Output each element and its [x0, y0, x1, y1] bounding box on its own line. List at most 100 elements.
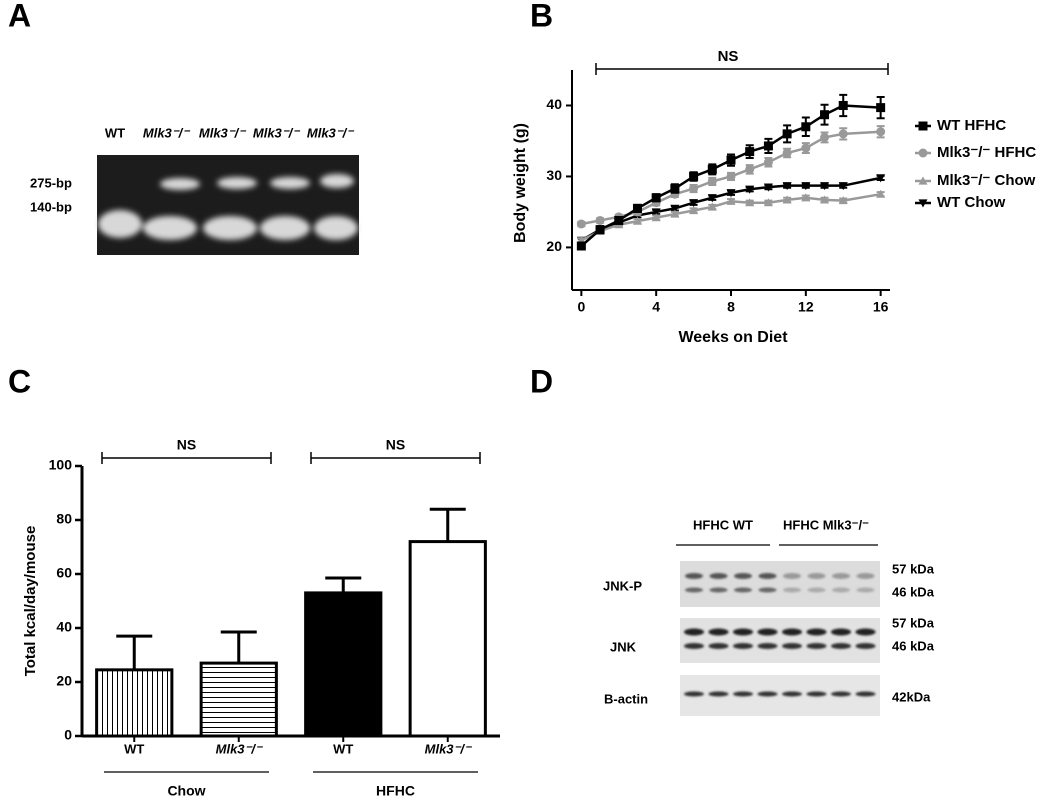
blot-image	[680, 561, 880, 716]
data-point	[801, 193, 811, 202]
y-tick-label: 30	[546, 167, 562, 183]
data-point	[820, 132, 830, 142]
blot-band	[855, 643, 876, 649]
data-point	[782, 182, 792, 191]
data-point	[726, 196, 736, 205]
legend-label: Mlk3⁻/⁻ HFHC	[937, 144, 1036, 161]
blot-band	[806, 628, 827, 636]
series-line	[580, 192, 881, 242]
data-point	[801, 182, 811, 191]
kda-label: 46 kDa	[892, 638, 935, 653]
blot-band	[831, 643, 851, 649]
data-point	[726, 155, 736, 165]
blot-band	[856, 587, 875, 593]
data-point	[576, 219, 586, 229]
bar	[199, 661, 278, 738]
data-point	[820, 182, 830, 191]
data-point	[876, 103, 886, 113]
y-tick-label: 40	[546, 96, 562, 112]
data-point	[689, 199, 699, 208]
data-point	[707, 164, 717, 174]
blot-row-label: JNK-P	[603, 578, 642, 593]
x-tick-label: Mlk3⁻/⁻	[216, 741, 264, 756]
y-tick-label: 0	[64, 727, 72, 743]
data-point	[651, 213, 661, 222]
data-point	[782, 195, 792, 204]
blot-band	[855, 691, 876, 697]
blot-band	[734, 573, 752, 579]
data-point	[876, 189, 886, 198]
data-point	[876, 174, 886, 183]
blot-band	[757, 691, 778, 697]
blot-band	[684, 643, 704, 649]
data-point	[745, 164, 755, 174]
blot-band	[757, 643, 778, 649]
x-tick-label: WT	[124, 741, 144, 756]
data-point	[763, 183, 773, 192]
x-tick-label: 8	[727, 299, 735, 315]
data-point	[632, 203, 642, 213]
blot-band	[855, 628, 876, 636]
blot-band	[807, 573, 826, 579]
data-point	[707, 202, 717, 211]
data-point	[838, 129, 848, 139]
data-point	[595, 215, 605, 225]
data-point	[745, 147, 755, 157]
y-tick-label: 20	[56, 673, 72, 689]
blot-group-label: HFHC Mlk3⁻/⁻	[783, 517, 869, 532]
data-point	[632, 216, 642, 225]
data-point	[595, 225, 605, 235]
y-tick-label: 100	[49, 457, 73, 473]
data-point	[820, 195, 830, 204]
annotation: NS	[386, 437, 405, 453]
panel-label: C	[8, 363, 31, 399]
data-point	[745, 198, 755, 207]
blot-band	[708, 643, 729, 649]
data-point	[838, 100, 848, 110]
data-point	[782, 129, 792, 139]
data-point	[651, 193, 661, 203]
data-point	[838, 196, 848, 205]
marker-label: 275-bp	[30, 175, 72, 190]
data-point	[801, 122, 811, 132]
blot-band	[831, 691, 851, 697]
data-point	[801, 143, 811, 153]
x-tick-label: 4	[652, 299, 660, 315]
legend-label: WT Chow	[937, 194, 1006, 211]
lane-label: Mlk3⁻/⁻	[253, 125, 301, 140]
blot-band	[832, 573, 850, 579]
kda-label: 57 kDa	[892, 561, 935, 576]
x-tick-label: 16	[873, 299, 889, 315]
data-point	[576, 241, 586, 251]
y-axis-label: Body weight (g)	[512, 123, 529, 243]
legend-marker	[918, 199, 928, 208]
blot-row-label: JNK	[610, 639, 637, 654]
blot-band	[831, 628, 851, 636]
legend-marker	[918, 148, 928, 158]
error-bar	[429, 507, 466, 542]
blot-band	[733, 691, 753, 697]
x-tick-label: Mlk3⁻/⁻	[425, 741, 473, 756]
data-point	[670, 184, 680, 194]
blot-band	[783, 573, 801, 579]
annotation: NS	[177, 437, 196, 453]
lane-label: Mlk3⁻/⁻	[143, 125, 191, 140]
data-point	[820, 110, 830, 120]
lane-label: WT	[105, 125, 125, 140]
bar	[304, 591, 383, 738]
data-point	[726, 171, 736, 181]
annotation: NS	[718, 48, 739, 65]
x-tick-label: WT	[333, 741, 353, 756]
data-point	[876, 127, 886, 137]
bar	[408, 540, 487, 738]
legend-marker	[918, 176, 928, 185]
kda-label: 57 kDa	[892, 615, 935, 630]
data-point	[651, 208, 661, 217]
blot-band	[708, 628, 729, 636]
data-point	[838, 182, 848, 191]
blot-band	[685, 587, 703, 593]
data-point	[763, 198, 773, 207]
data-point	[782, 148, 792, 158]
y-axis-label: Total kcal/day/mouse	[22, 526, 39, 677]
